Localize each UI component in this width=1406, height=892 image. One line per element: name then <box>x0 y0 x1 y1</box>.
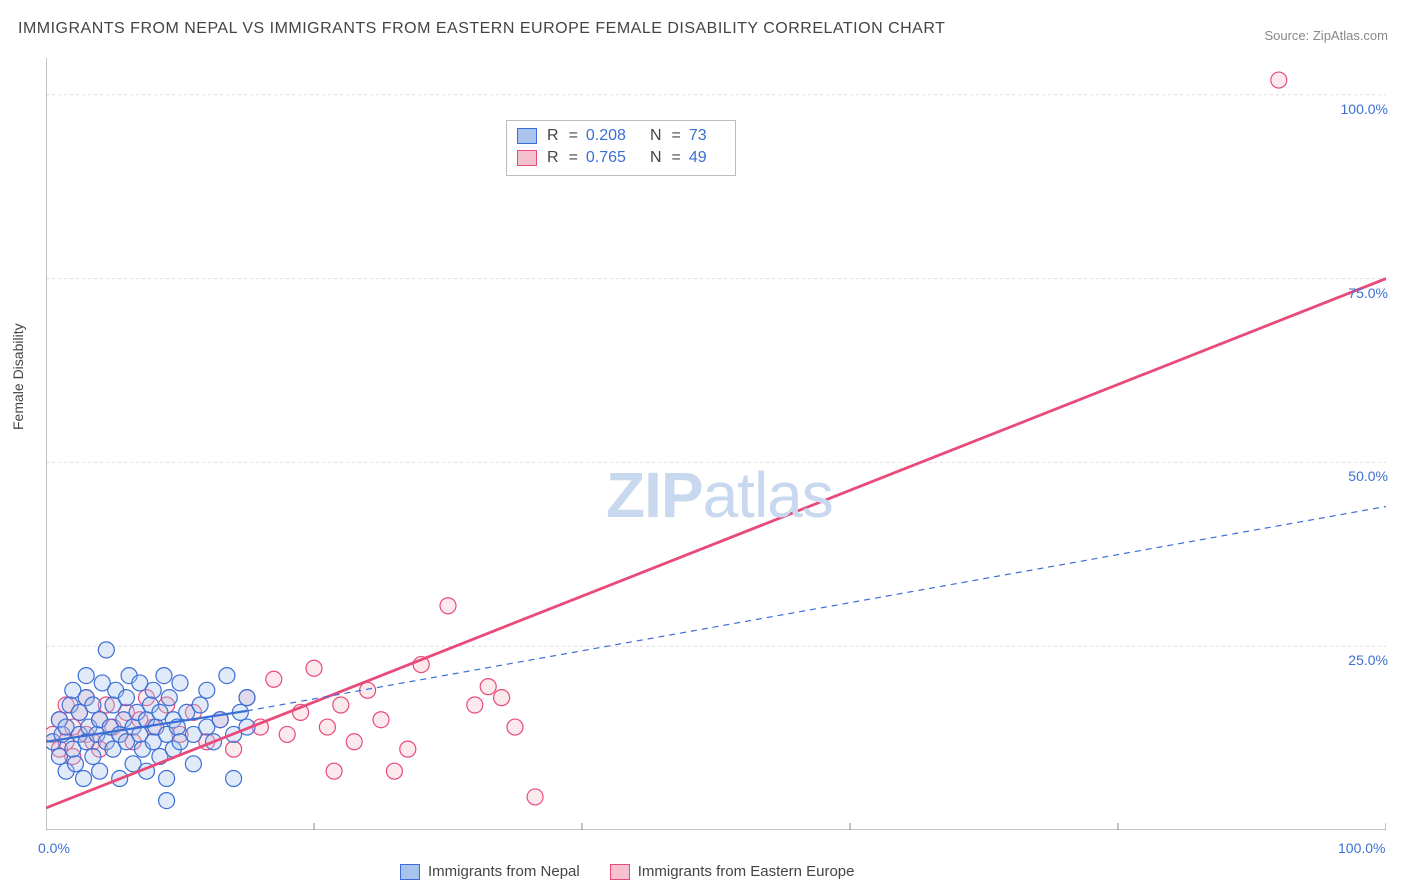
stat-n-label: N <box>650 127 662 145</box>
y-tick-label: 25.0% <box>1348 652 1388 668</box>
bottom-legend: Immigrants from Nepal Immigrants from Ea… <box>400 863 854 880</box>
stat-r-val-b: 0.765 <box>586 149 626 167</box>
stat-eq2: = <box>672 127 681 145</box>
chart-title: IMMIGRANTS FROM NEPAL VS IMMIGRANTS FROM… <box>18 20 945 38</box>
stat-r-label: R <box>547 127 559 145</box>
stat-n-label-b: N <box>650 149 662 167</box>
stat-n-val-b: 49 <box>689 149 707 167</box>
legend-swatch-eastern-europe <box>610 864 630 880</box>
legend-swatch-nepal <box>400 864 420 880</box>
y-tick-label: 75.0% <box>1348 285 1388 301</box>
stats-row-a: R = 0.208 N = 73 <box>517 125 721 147</box>
x-tick-label: 0.0% <box>38 840 70 856</box>
source-label: Source: <box>1264 28 1312 43</box>
legend-item-eastern-europe: Immigrants from Eastern Europe <box>610 863 855 880</box>
legend-item-nepal: Immigrants from Nepal <box>400 863 580 880</box>
legend-label-nepal: Immigrants from Nepal <box>428 863 580 880</box>
swatch-nepal <box>517 128 537 144</box>
stats-legend-box: R = 0.208 N = 73 R = 0.765 N = 49 <box>506 120 736 176</box>
chart-area: ZIPatlas R = 0.208 N = 73 R = 0.765 N = … <box>46 58 1386 830</box>
stat-r-label-b: R <box>547 149 559 167</box>
stat-eq2-b: = <box>672 149 681 167</box>
x-tick-label: 100.0% <box>1338 840 1385 856</box>
stat-eq: = <box>569 127 578 145</box>
y-axis-label: Female Disability <box>10 323 26 430</box>
source-attribution: Source: ZipAtlas.com <box>1264 28 1388 43</box>
y-tick-label: 50.0% <box>1348 468 1388 484</box>
legend-label-eastern-europe: Immigrants from Eastern Europe <box>638 863 855 880</box>
stat-eq-b: = <box>569 149 578 167</box>
swatch-eastern-europe <box>517 150 537 166</box>
y-tick-label: 100.0% <box>1341 101 1388 117</box>
source-value: ZipAtlas.com <box>1313 28 1388 43</box>
stat-n-val-a: 73 <box>689 127 707 145</box>
stats-row-b: R = 0.765 N = 49 <box>517 147 721 169</box>
stat-r-val-a: 0.208 <box>586 127 626 145</box>
